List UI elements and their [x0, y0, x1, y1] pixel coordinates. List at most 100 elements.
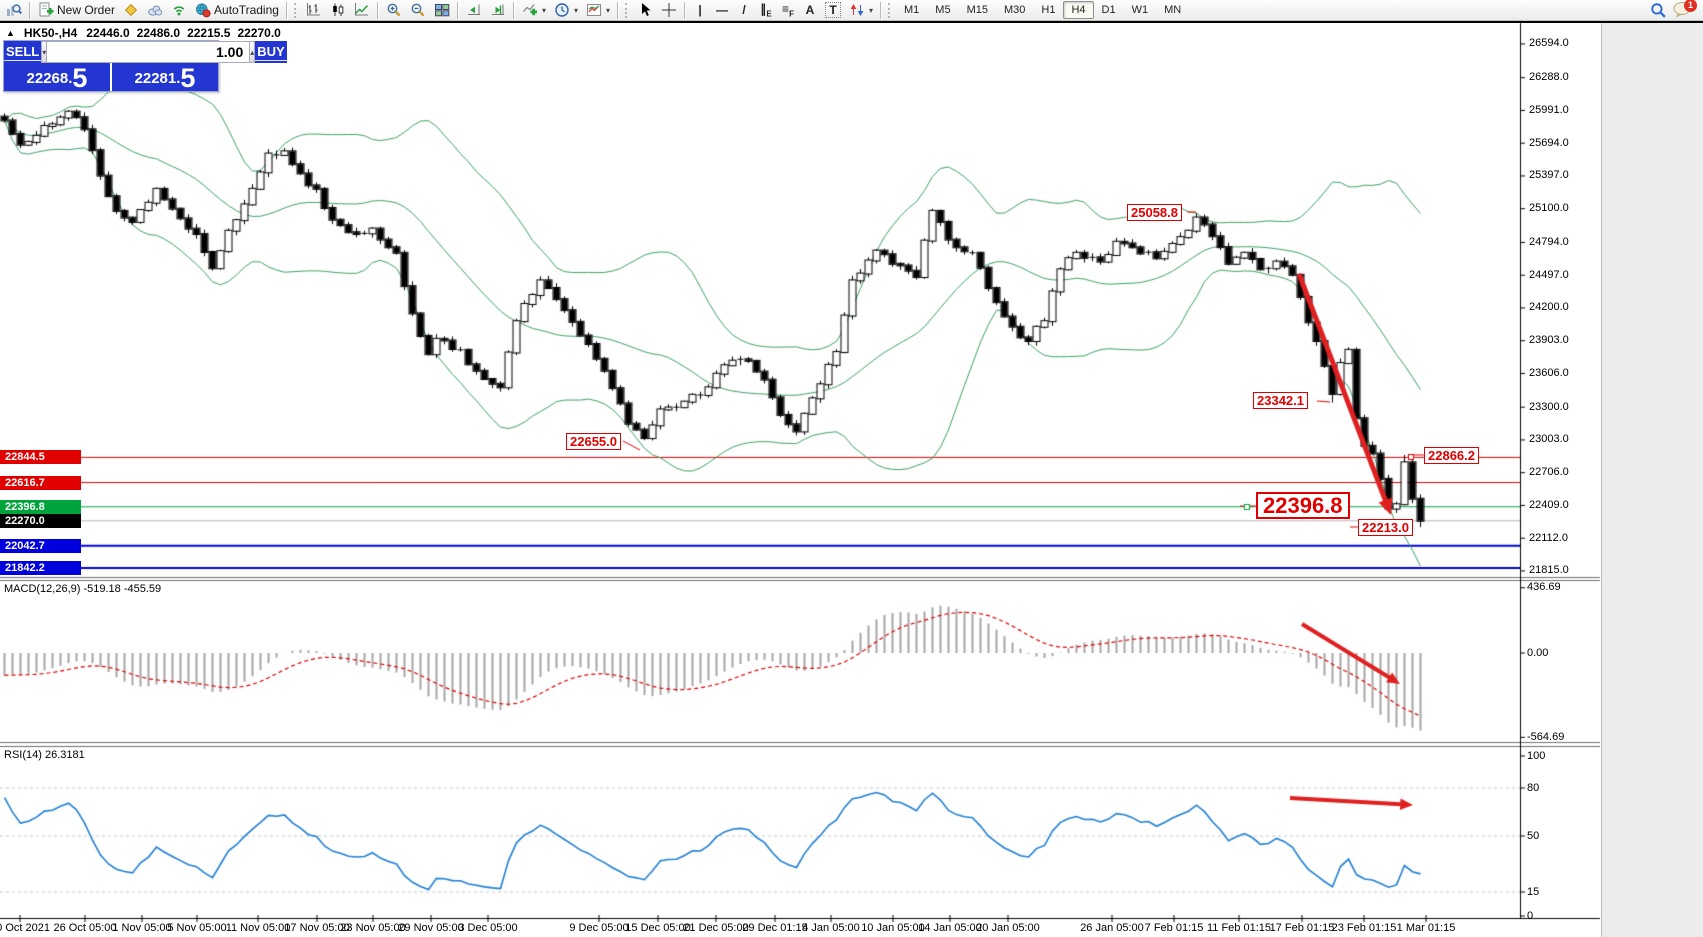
candlestick-icon: [333, 3, 344, 16]
signal-icon: [173, 6, 185, 16]
notifications-button[interactable]: 1: [1673, 0, 1697, 19]
chart-shift-button[interactable]: [486, 0, 510, 21]
autotrading-label: AutoTrading: [214, 3, 279, 17]
new-order-icon: [39, 2, 54, 17]
separator: [376, 1, 379, 19]
timeframe-button-d1[interactable]: D1: [1101, 4, 1116, 16]
separator: [684, 1, 686, 19]
open-value: 22446.0: [86, 26, 130, 40]
main-toolbar: New Order AutoTrading ▾ ▾ ▾ | — / ∥E ≡F …: [0, 0, 1703, 21]
separator: [29, 1, 31, 19]
toolbar-right: 1: [1650, 0, 1701, 19]
ohlc-group: 22446.0 22486.0 22215.5 22270.0: [86, 26, 281, 40]
buy-price-button[interactable]: 22281. 5: [112, 63, 218, 91]
timeframe-button-mn[interactable]: MN: [1164, 4, 1182, 16]
dropdown-caret-icon: ▾: [869, 5, 874, 15]
styles-button[interactable]: [119, 0, 143, 21]
toolbar-drag-handle[interactable]: [888, 2, 893, 18]
separator: [880, 1, 883, 19]
text-tool-button[interactable]: A: [799, 0, 821, 21]
separator: [456, 1, 459, 19]
timeframe-button-h4[interactable]: H4: [1063, 1, 1094, 19]
timeframe-button-m15[interactable]: M15: [966, 4, 988, 16]
cloud-icon: [148, 5, 163, 16]
timeframe-button-m30[interactable]: M30: [1003, 4, 1026, 16]
dropdown-caret-icon: ▾: [605, 5, 610, 15]
chart-search-icon: [7, 4, 22, 16]
separator: [285, 1, 288, 19]
channel-icon: ∥E: [760, 1, 772, 19]
toolbar-drag-handle[interactable]: [293, 2, 299, 18]
right-gutter: [1601, 23, 1703, 937]
dropdown-caret-icon: ▾: [541, 5, 546, 15]
volume-increase-button[interactable]: ▴: [249, 41, 256, 63]
fibonacci-icon: ≡F: [782, 1, 794, 19]
bar-chart-button[interactable]: [302, 0, 326, 21]
fibonacci-tool-button[interactable]: ≡F: [777, 0, 799, 21]
chart-window-top-border: [0, 21, 1703, 23]
sell-button[interactable]: SELL: [4, 41, 42, 63]
volume-input[interactable]: [47, 41, 250, 63]
templates-button[interactable]: ▾: [582, 0, 614, 21]
vertical-line-tool-button[interactable]: |: [689, 0, 711, 21]
timeframe-button-h1[interactable]: H1: [1041, 4, 1056, 16]
zoom-in-button[interactable]: [382, 0, 406, 21]
volume-decrease-button[interactable]: ▾: [41, 41, 48, 63]
zoom-out-button[interactable]: [406, 0, 430, 21]
zoom-out-icon: [411, 3, 425, 17]
crosshair-tool-button[interactable]: [657, 0, 681, 21]
text-label-tool-button[interactable]: T: [821, 0, 845, 21]
autotrading-button[interactable]: AutoTrading: [191, 0, 283, 21]
periods-button[interactable]: ▾: [550, 0, 582, 21]
separator: [617, 1, 619, 19]
autotrading-icon: [196, 3, 211, 18]
cursor-icon: [642, 3, 651, 16]
clock-icon: [555, 3, 569, 17]
high-value: 22486.0: [136, 26, 181, 40]
zoom-in-icon: [387, 3, 401, 17]
indicators-button[interactable]: ▾: [518, 0, 550, 21]
ohlc-bars-icon: [306, 3, 320, 16]
dropdown-caret-icon: ▾: [573, 5, 578, 15]
timeframe-group: M1 M5 M15 M30 H1 H4 D1 W1 MN: [896, 1, 1189, 19]
new-order-label: New Order: [57, 3, 116, 17]
cursor-tool-button[interactable]: [633, 0, 657, 21]
arrows-tool-button[interactable]: ▾: [845, 0, 877, 21]
template-icon: [586, 4, 601, 16]
search-icon[interactable]: [1650, 2, 1667, 19]
tile-windows-button[interactable]: [430, 0, 454, 21]
crosshair-icon: [662, 3, 676, 17]
label-icon: T: [825, 2, 841, 18]
trendline-tool-button[interactable]: /: [733, 0, 755, 21]
timeframe-button-w1[interactable]: W1: [1131, 4, 1149, 16]
horizontal-line-tool-button[interactable]: —: [711, 0, 733, 21]
line-chart-button[interactable]: [350, 0, 374, 21]
toolbar-drag-handle[interactable]: [625, 2, 630, 18]
buy-button[interactable]: BUY: [255, 41, 287, 63]
trendline-icon: /: [742, 3, 746, 17]
chart-shift-icon: [491, 4, 504, 15]
new-order-button[interactable]: New Order: [34, 0, 119, 21]
separator: [512, 1, 515, 19]
signal-button[interactable]: [167, 0, 191, 21]
panel-collapse-icon[interactable]: ▲: [6, 28, 15, 38]
one-click-trading-panel: SELL ▾ ▴ BUY 22268.5 22281.5: [3, 40, 287, 92]
timeframe-button-m1[interactable]: M1: [904, 4, 920, 16]
market-depth-button[interactable]: [2, 0, 26, 21]
candlestick-chart-button[interactable]: [326, 0, 350, 21]
line-chart-icon: [354, 3, 369, 16]
yellow-diamond-icon: [124, 3, 138, 17]
arrows-icon: [850, 3, 864, 17]
auto-scroll-button[interactable]: [462, 0, 486, 21]
auto-scroll-icon: [467, 4, 480, 15]
vline-icon: |: [698, 3, 702, 17]
hline-icon: —: [716, 3, 728, 17]
sell-price-button[interactable]: 22268. 5: [4, 63, 110, 91]
channel-tool-button[interactable]: ∥E: [755, 0, 777, 21]
timeframe-button-m5[interactable]: M5: [935, 4, 951, 16]
close-value: 22270.0: [237, 26, 281, 40]
virtual-hosting-button[interactable]: [143, 0, 167, 21]
tile-windows-icon: [434, 4, 450, 17]
